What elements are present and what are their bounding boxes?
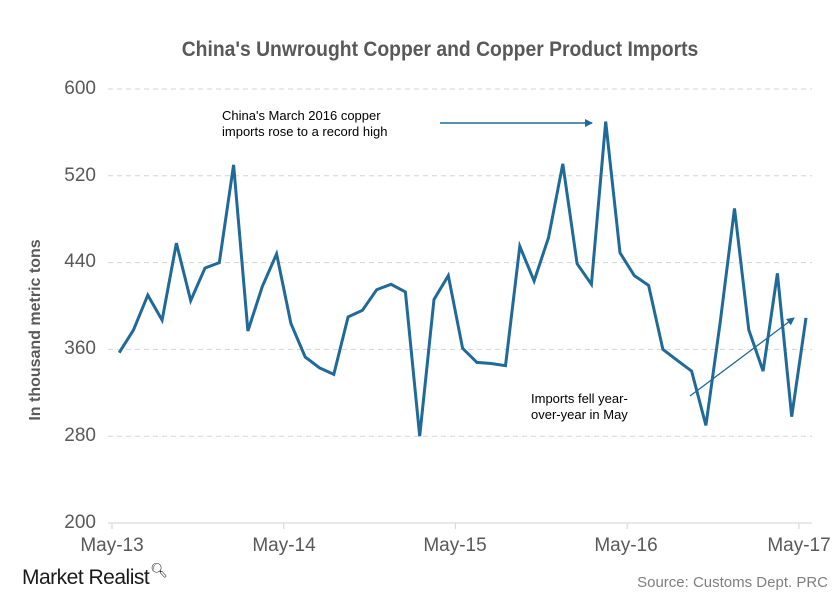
gridlines: [108, 88, 812, 437]
yoy-annotation: Imports fell year- over-year in May: [523, 389, 636, 429]
x-tick-may-15: May-15: [423, 535, 487, 556]
yoy-text-2: over-year in May: [531, 407, 628, 422]
source-note: Source: Customs Dept. PRC: [637, 574, 828, 591]
x-tick-may-13: May-13: [80, 535, 144, 556]
x-axis: [108, 522, 812, 529]
market-realist-logo: Market Realist🔍︎: [22, 562, 168, 590]
imports-line: [117, 121, 808, 437]
brand-name: Market Realist: [22, 566, 150, 589]
magnifier-chart-icon: 🔍︎: [150, 562, 168, 578]
chart-title: China's Unwrought Copper and Copper Prod…: [181, 38, 699, 61]
x-tick-may-14: May-14: [252, 535, 316, 556]
y-tick-440: 440: [64, 251, 96, 272]
y-tick-360: 360: [64, 338, 96, 359]
x-tick-may-16: May-16: [594, 535, 658, 556]
y-tick-600: 600: [64, 78, 96, 99]
y-tick-520: 520: [64, 165, 96, 186]
record-high-annotation: China's March 2016 copper imports rose t…: [222, 108, 387, 140]
yoy-text-1: Imports fell year-: [531, 391, 628, 406]
x-tick-may-17: May-17: [767, 535, 831, 556]
record-high-text-1: China's March 2016 copper: [222, 108, 381, 123]
record-high-text-2: imports rose to a record high: [222, 124, 388, 139]
y-tick-200: 200: [64, 512, 96, 533]
yoy-arrow-icon: [689, 317, 795, 397]
y-tick-280: 280: [64, 425, 96, 446]
